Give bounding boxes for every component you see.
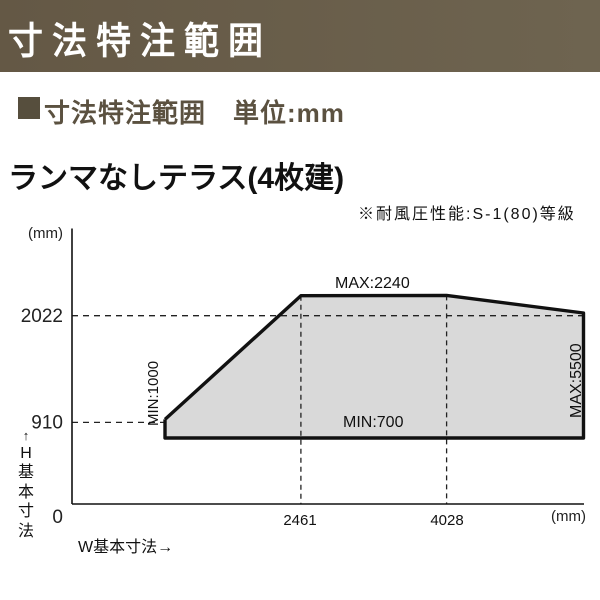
svg-text:MAX:2240: MAX:2240 [335,275,410,292]
svg-text:(mm): (mm) [28,225,63,242]
svg-text:910: 910 [31,413,63,434]
svg-text:2461: 2461 [283,512,316,529]
svg-text:2022: 2022 [21,306,63,327]
svg-text:MIN:700: MIN:700 [343,414,404,431]
svg-text:MAX:5500: MAX:5500 [568,343,585,418]
svg-text:MIN:1000: MIN:1000 [145,361,162,426]
svg-text:0: 0 [52,507,63,528]
svg-text:(mm): (mm) [551,508,586,525]
svg-text:4028: 4028 [430,512,463,529]
